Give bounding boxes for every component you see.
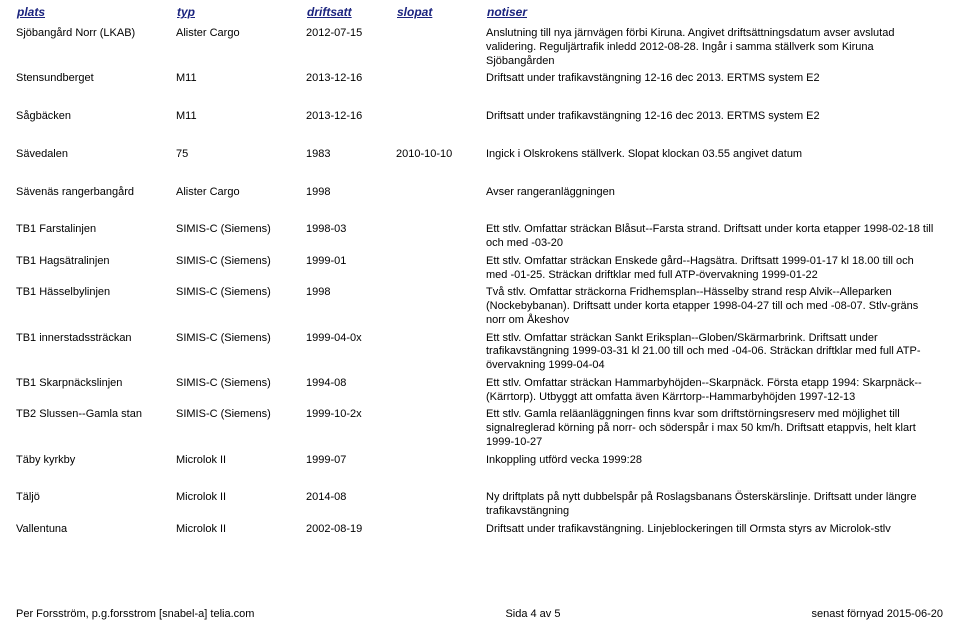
- cell-driftsatt: 1998-03: [306, 201, 396, 253]
- cell-driftsatt: 2002-08-19: [306, 521, 396, 539]
- cell-plats: TB1 Hässelbylinjen: [16, 284, 176, 329]
- cell-notiser: Driftsatt under trafikavstängning 12-16 …: [486, 70, 943, 88]
- footer-page: Sida 4 av 5: [505, 608, 560, 620]
- col-slopat: slopat: [396, 4, 486, 25]
- cell-typ: SIMIS-C (Siemens): [176, 284, 306, 329]
- cell-driftsatt: 1994-08: [306, 375, 396, 407]
- cell-driftsatt: 1998: [306, 164, 396, 202]
- table-row: VallentunaMicrolok II2002-08-19 Driftsatt…: [16, 521, 943, 539]
- cell-slopat: 2010-10-10: [396, 126, 486, 164]
- table-row: TB2 Slussen--Gamla stanSIMIS-C (Siemens)…: [16, 406, 943, 451]
- cell-notiser: Anslutning till nya järnvägen förbi Kiru…: [486, 25, 943, 70]
- col-notiser: notiser: [486, 4, 943, 25]
- cell-slopat: [396, 330, 486, 375]
- cell-driftsatt: 2013-12-16: [306, 70, 396, 88]
- cell-slopat: [396, 406, 486, 451]
- cell-slopat: [396, 201, 486, 253]
- cell-typ: Alister Cargo: [176, 164, 306, 202]
- table-row: TB1 FarstalinjenSIMIS-C (Siemens)1998-03…: [16, 201, 943, 253]
- cell-driftsatt: 1983: [306, 126, 396, 164]
- cell-plats: Sävedalen: [16, 126, 176, 164]
- cell-typ: SIMIS-C (Siemens): [176, 201, 306, 253]
- cell-notiser: Ett stlv. Omfattar sträckan Hammarbyhöjd…: [486, 375, 943, 407]
- cell-driftsatt: 2014-08: [306, 469, 396, 521]
- footer-author: Per Forsström, p.g.forsstrom [snabel-a] …: [16, 608, 254, 620]
- table-row: Sjöbangård Norr (LKAB)Alister Cargo2012-…: [16, 25, 943, 70]
- cell-slopat: [396, 452, 486, 470]
- table-row: TB1 HagsätralinjenSIMIS-C (Siemens)1999-…: [16, 253, 943, 285]
- cell-driftsatt: 1998: [306, 284, 396, 329]
- cell-plats: Täljö: [16, 469, 176, 521]
- cell-typ: SIMIS-C (Siemens): [176, 253, 306, 285]
- cell-typ: Microlok II: [176, 452, 306, 470]
- cell-typ: 75: [176, 126, 306, 164]
- table-row: Sävedalen7519832010-10-10Ingick i Olskro…: [16, 126, 943, 164]
- table-row: TB1 SkarpnäckslinjenSIMIS-C (Siemens)199…: [16, 375, 943, 407]
- cell-notiser: Ny driftplats på nytt dubbelspår på Rosl…: [486, 469, 943, 521]
- cell-typ: Microlok II: [176, 521, 306, 539]
- cell-driftsatt: 2013-12-16: [306, 88, 396, 126]
- header-row: plats typ driftsatt slopat notiser: [16, 4, 943, 25]
- cell-plats: Stensundberget: [16, 70, 176, 88]
- cell-slopat: [396, 469, 486, 521]
- cell-typ: SIMIS-C (Siemens): [176, 375, 306, 407]
- cell-plats: TB1 Farstalinjen: [16, 201, 176, 253]
- cell-notiser: Ett stlv. Omfattar sträckan Sankt Eriksp…: [486, 330, 943, 375]
- cell-notiser: Ett stlv. Omfattar sträckan Blåsut--Fars…: [486, 201, 943, 253]
- cell-slopat: [396, 25, 486, 70]
- cell-driftsatt: 2012-07-15: [306, 25, 396, 70]
- cell-plats: TB2 Slussen--Gamla stan: [16, 406, 176, 451]
- col-driftsatt: driftsatt: [306, 4, 396, 25]
- cell-plats: TB1 innerstadssträckan: [16, 330, 176, 375]
- cell-driftsatt: 1999-04-0x: [306, 330, 396, 375]
- table-row: SågbäckenM112013-12-16 Driftsatt under tr…: [16, 88, 943, 126]
- cell-plats: Vallentuna: [16, 521, 176, 539]
- cell-typ: SIMIS-C (Siemens): [176, 330, 306, 375]
- cell-plats: TB1 Hagsätralinjen: [16, 253, 176, 285]
- table-row: Täby kyrkbyMicrolok II1999-07 Inkoppling …: [16, 452, 943, 470]
- cell-notiser: Ett stlv. Gamla reläanläggningen finns k…: [486, 406, 943, 451]
- table-row: TB1 HässelbylinjenSIMIS-C (Siemens)1998 T…: [16, 284, 943, 329]
- cell-typ: M11: [176, 88, 306, 126]
- cell-notiser: Inkoppling utförd vecka 1999:28: [486, 452, 943, 470]
- cell-plats: Sågbäcken: [16, 88, 176, 126]
- cell-driftsatt: 1999-01: [306, 253, 396, 285]
- cell-slopat: [396, 70, 486, 88]
- table-row: Sävenäs rangerbangårdAlister Cargo1998 Av…: [16, 164, 943, 202]
- col-typ: typ: [176, 4, 306, 25]
- table-row: StensundbergetM112013-12-16 Driftsatt und…: [16, 70, 943, 88]
- cell-notiser: Driftsatt under trafikavstängning 12-16 …: [486, 88, 943, 126]
- cell-slopat: [396, 164, 486, 202]
- page-footer: Per Forsström, p.g.forsstrom [snabel-a] …: [16, 608, 943, 620]
- cell-plats: TB1 Skarpnäckslinjen: [16, 375, 176, 407]
- cell-slopat: [396, 284, 486, 329]
- cell-typ: Alister Cargo: [176, 25, 306, 70]
- cell-typ: SIMIS-C (Siemens): [176, 406, 306, 451]
- table-row: TB1 innerstadssträckanSIMIS-C (Siemens)1…: [16, 330, 943, 375]
- cell-typ: Microlok II: [176, 469, 306, 521]
- cell-typ: M11: [176, 70, 306, 88]
- cell-slopat: [396, 375, 486, 407]
- cell-slopat: [396, 521, 486, 539]
- cell-notiser: Avser rangeranläggningen: [486, 164, 943, 202]
- cell-notiser: Driftsatt under trafikavstängning. Linje…: [486, 521, 943, 539]
- cell-slopat: [396, 253, 486, 285]
- cell-driftsatt: 1999-10-2x: [306, 406, 396, 451]
- data-table: plats typ driftsatt slopat notiser Sjöba…: [16, 4, 943, 539]
- cell-plats: Täby kyrkby: [16, 452, 176, 470]
- cell-slopat: [396, 88, 486, 126]
- cell-plats: Sjöbangård Norr (LKAB): [16, 25, 176, 70]
- cell-notiser: Ett stlv. Omfattar sträckan Enskede gård…: [486, 253, 943, 285]
- cell-notiser: Två stlv. Omfattar sträckorna Fridhemspl…: [486, 284, 943, 329]
- cell-notiser: Ingick i Olskrokens ställverk. Slopat kl…: [486, 126, 943, 164]
- col-plats: plats: [16, 4, 176, 25]
- table-row: TäljöMicrolok II2014-08 Ny driftplats på …: [16, 469, 943, 521]
- cell-plats: Sävenäs rangerbangård: [16, 164, 176, 202]
- footer-date: senast förnyad 2015-06-20: [812, 608, 943, 620]
- cell-driftsatt: 1999-07: [306, 452, 396, 470]
